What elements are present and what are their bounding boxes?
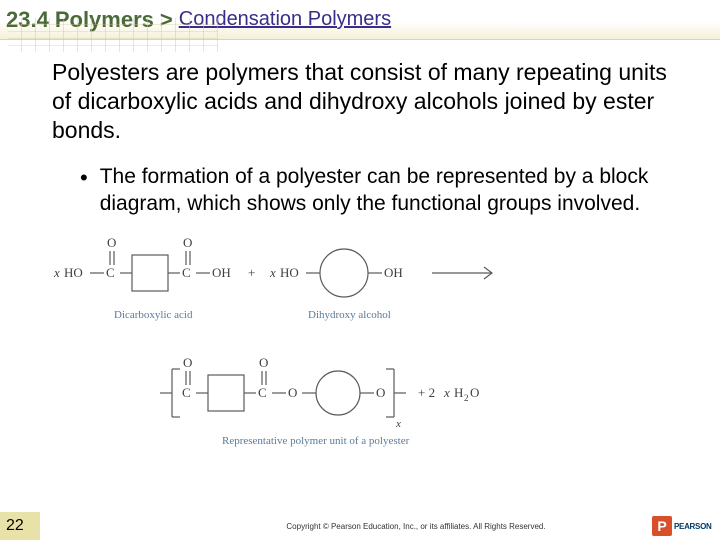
svg-text:2: 2	[464, 393, 469, 403]
svg-text:O: O	[259, 355, 268, 370]
svg-text:O: O	[183, 355, 192, 370]
svg-text:H: H	[454, 385, 463, 400]
svg-text:C: C	[182, 385, 191, 400]
label-dicarboxylic: Dicarboxylic acid	[114, 309, 193, 321]
bullet-text: The formation of a polyester can be repr…	[100, 164, 678, 217]
svg-text:+: +	[248, 265, 255, 280]
intro-paragraph: Polyesters are polymers that consist of …	[52, 58, 678, 144]
label-polymer-unit: Representative polymer unit of a polyest…	[222, 435, 409, 447]
diagram-svg: x HO C O C O OH + x	[52, 231, 672, 461]
svg-text:x: x	[53, 265, 60, 280]
svg-text:OH: OH	[384, 265, 403, 280]
svg-text:OH: OH	[212, 265, 231, 280]
svg-text:O: O	[288, 385, 297, 400]
copyright-text: Copyright © Pearson Education, Inc., or …	[40, 522, 652, 531]
svg-text:HO: HO	[280, 265, 299, 280]
svg-text:C: C	[106, 265, 115, 280]
svg-text:+ 2: + 2	[418, 385, 435, 400]
subtitle: Condensation Polymers	[179, 8, 391, 31]
section-title: Polymers	[55, 7, 154, 33]
section-number: 23.4	[6, 7, 49, 33]
svg-text:x: x	[269, 265, 276, 280]
bullet-dot-icon: •	[80, 164, 88, 217]
label-dihydroxy: Dihydroxy alcohol	[308, 309, 391, 321]
content-area: Polyesters are polymers that consist of …	[0, 40, 720, 461]
bullet-item: • The formation of a polyester can be re…	[52, 164, 678, 217]
svg-text:C: C	[182, 265, 191, 280]
pearson-logo: P PEARSON	[652, 515, 714, 537]
slide-footer: 22 Copyright © Pearson Education, Inc., …	[0, 512, 720, 540]
page-number: 22	[0, 512, 40, 540]
svg-text:C: C	[258, 385, 267, 400]
logo-text: PEARSON	[674, 522, 711, 531]
chevron-icon: >	[160, 7, 173, 33]
svg-text:x: x	[443, 385, 450, 400]
svg-text:O: O	[183, 235, 192, 250]
svg-text:O: O	[470, 385, 479, 400]
svg-text:O: O	[376, 385, 385, 400]
svg-text:x: x	[395, 418, 401, 430]
slide-header: 23.4 Polymers > Condensation Polymers	[0, 0, 720, 40]
svg-text:HO: HO	[64, 265, 83, 280]
logo-p-icon: P	[652, 516, 672, 536]
chemistry-diagram: x HO C O C O OH + x	[52, 231, 678, 461]
svg-text:O: O	[107, 235, 116, 250]
